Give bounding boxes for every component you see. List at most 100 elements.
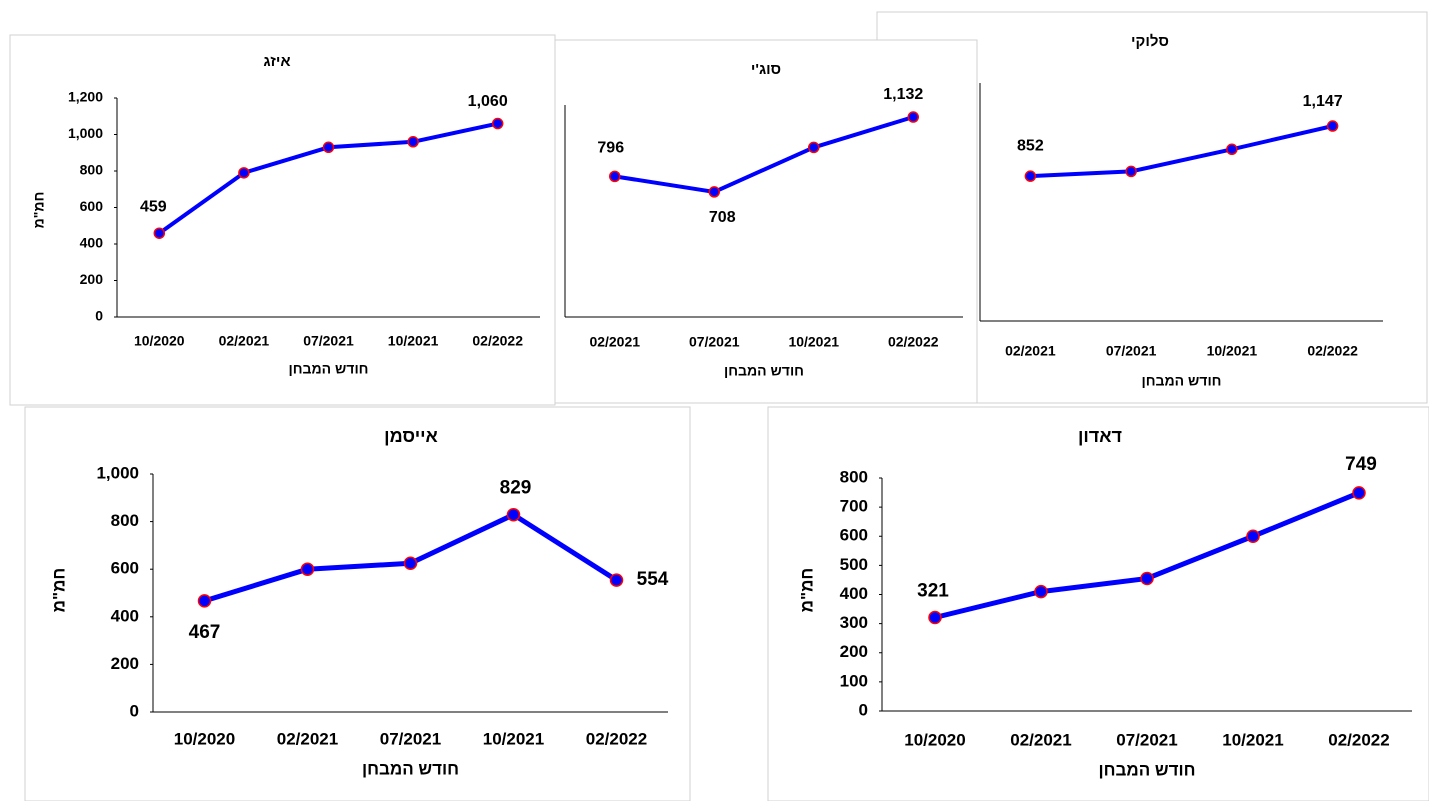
x-tick-label: 02/2021 — [219, 333, 270, 349]
marker — [506, 507, 521, 522]
x-tick-label: 02/2022 — [1307, 343, 1358, 359]
data-label: 467 — [189, 622, 221, 643]
marker — [928, 610, 942, 625]
x-tick-label: 10/2021 — [388, 333, 439, 349]
y-tick-label: 600 — [111, 559, 139, 578]
y-tick-label: 100 — [840, 671, 868, 690]
marker — [238, 167, 250, 179]
y-tick-label: 500 — [840, 555, 868, 574]
marker — [708, 186, 720, 198]
chart-panel: איזג 0 200 400 600 800 1,000 1,200 חמ"מ חודש המבח… — [9, 34, 556, 406]
y-tick-label: 400 — [80, 235, 104, 251]
marker — [1140, 571, 1154, 586]
x-tick-label: 07/2021 — [1106, 343, 1157, 359]
x-tick-label: 07/2021 — [1116, 730, 1177, 749]
marker — [407, 136, 419, 148]
x-tick-label: 10/2021 — [1222, 730, 1283, 749]
data-label: 1,147 — [1303, 93, 1343, 110]
x-tick-label: 10/2020 — [174, 729, 235, 748]
line — [614, 115, 914, 194]
chart-title: סוג'י — [751, 61, 781, 78]
y-tick-label: 800 — [111, 511, 139, 530]
marker — [1024, 170, 1037, 182]
x-tick-label: 10/2020 — [904, 730, 965, 749]
y-tick-label: 800 — [80, 162, 104, 178]
x-tick-label: 02/2022 — [472, 333, 523, 349]
y-tick-label: 0 — [130, 701, 139, 720]
chart-title: אייסמן — [384, 426, 438, 446]
panel-frame — [24, 406, 691, 801]
marker — [808, 141, 820, 154]
x-tick-label: 10/2021 — [1207, 343, 1258, 359]
y-tick-label: 600 — [80, 198, 104, 214]
y-tick-label: 0 — [95, 308, 103, 324]
marker — [1352, 486, 1366, 500]
marker — [609, 170, 621, 183]
chart-title: איזג — [263, 53, 290, 70]
y-tick-label: 200 — [80, 271, 104, 287]
chart-panel: סוג'י חודש המבחן 02/2021 07/2021 10/2021 02/2… — [554, 39, 978, 404]
x-axis-title: חודש המבחן — [289, 361, 369, 377]
y-axis-title: חמ"מ — [797, 568, 816, 613]
y-tick-label: 200 — [840, 642, 868, 661]
marker — [1226, 143, 1238, 156]
x-tick-label: 02/2022 — [888, 334, 939, 350]
data-label: 796 — [597, 140, 624, 157]
data-label: 829 — [500, 478, 532, 499]
y-tick-label: 1,200 — [68, 89, 103, 105]
y-tick-label: 700 — [840, 497, 868, 516]
x-tick-label: 07/2021 — [380, 729, 441, 748]
x-tick-label: 02/2021 — [1005, 343, 1056, 359]
y-axis-title: חמ"מ — [31, 192, 47, 229]
data-label: 852 — [1017, 137, 1044, 154]
marker — [1326, 120, 1339, 132]
data-label: 459 — [140, 198, 167, 215]
x-axis-title: חודש המבחן — [362, 759, 459, 778]
marker — [491, 117, 504, 130]
panel-frame — [767, 406, 1429, 801]
y-tick-label: 0 — [859, 700, 868, 719]
x-tick-label: 02/2021 — [1010, 730, 1071, 749]
chart-panel: אייסמן 0 200 400 600 800 1,000 חמ"מ חודש המבחן 10… — [24, 406, 691, 801]
y-tick-label: 300 — [840, 613, 868, 632]
marker — [197, 594, 212, 608]
y-tick-label: 1,000 — [96, 463, 139, 482]
data-label: 708 — [709, 209, 736, 226]
x-tick-label: 10/2020 — [134, 333, 185, 349]
marker — [322, 141, 335, 154]
x-tick-label: 02/2022 — [1328, 730, 1389, 749]
marker — [907, 111, 919, 123]
chart-title: סלוקי — [1131, 33, 1169, 50]
marker — [609, 573, 624, 587]
x-tick-label: 07/2021 — [303, 333, 354, 349]
x-tick-label: 02/2021 — [589, 334, 640, 350]
y-tick-label: 600 — [840, 526, 868, 545]
data-label: 554 — [637, 569, 669, 590]
panel-frame — [9, 34, 556, 406]
y-tick-label: 400 — [840, 584, 868, 603]
x-axis-title: חודש המבחן — [1142, 373, 1222, 389]
marker — [403, 556, 418, 570]
chart-title: דאדון — [1078, 426, 1122, 446]
x-tick-label: 10/2021 — [483, 729, 544, 748]
chart-panel: דאדון 0 100 200 300 400 500 600 700 800 חמ"מ חודש ה… — [767, 406, 1429, 801]
data-label: 1,132 — [883, 86, 923, 103]
marker — [153, 227, 166, 239]
x-tick-label: 02/2022 — [586, 729, 647, 748]
x-tick-label: 10/2021 — [788, 334, 839, 350]
line — [1030, 124, 1334, 179]
y-tick-label: 800 — [840, 467, 868, 486]
y-tick-label: 200 — [111, 654, 139, 673]
data-label: 1,060 — [468, 93, 508, 110]
y-tick-label: 1,000 — [68, 125, 103, 141]
x-axis-title: חודש המבחן — [724, 363, 804, 379]
y-axis-title: חמ"מ — [49, 568, 68, 613]
data-label: 749 — [1345, 454, 1377, 475]
marker — [300, 562, 315, 576]
x-axis-title: חודש המבחן — [1098, 760, 1195, 779]
marker — [1125, 165, 1137, 178]
marker — [1034, 584, 1048, 599]
y-tick-label: 400 — [111, 606, 139, 625]
x-tick-label: 07/2021 — [689, 334, 740, 350]
